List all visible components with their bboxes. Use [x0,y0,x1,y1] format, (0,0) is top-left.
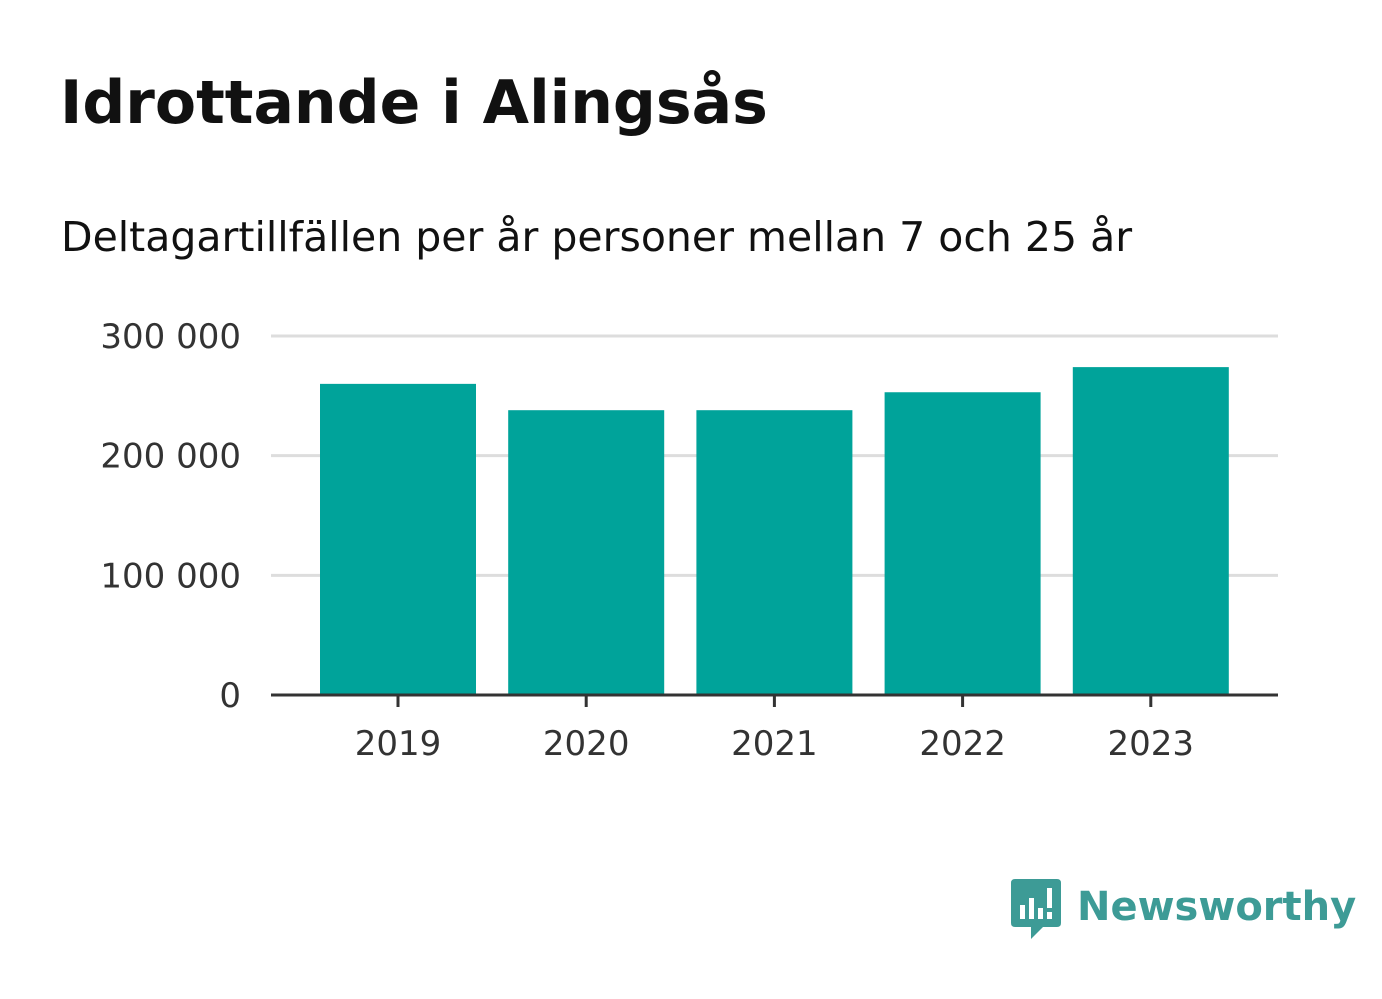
x-tick-label: 2022 [919,724,1006,764]
y-tick-label: 100 000 [100,556,241,596]
brand: Newsworthy [1011,878,1356,942]
bar [696,410,853,695]
newsworthy-logo-icon [1011,879,1061,939]
x-tick-label: 2020 [543,724,630,764]
chart-title: Idrottande i Alingsås [60,68,768,138]
bar [884,392,1041,695]
bar [508,410,665,695]
y-tick-label: 300 000 [100,317,241,357]
bar [320,383,476,695]
x-tick-label: 2019 [355,724,442,764]
x-tick-label: 2023 [1108,724,1195,764]
y-tick-label: 200 000 [100,437,241,477]
y-tick-label: 0 [219,676,241,716]
x-tick-label: 2021 [731,724,818,764]
brand-name: Newsworthy [1077,884,1357,930]
chart-subtitle: Deltagartillfällen per år personer mella… [61,213,1133,261]
bar [1072,367,1229,695]
